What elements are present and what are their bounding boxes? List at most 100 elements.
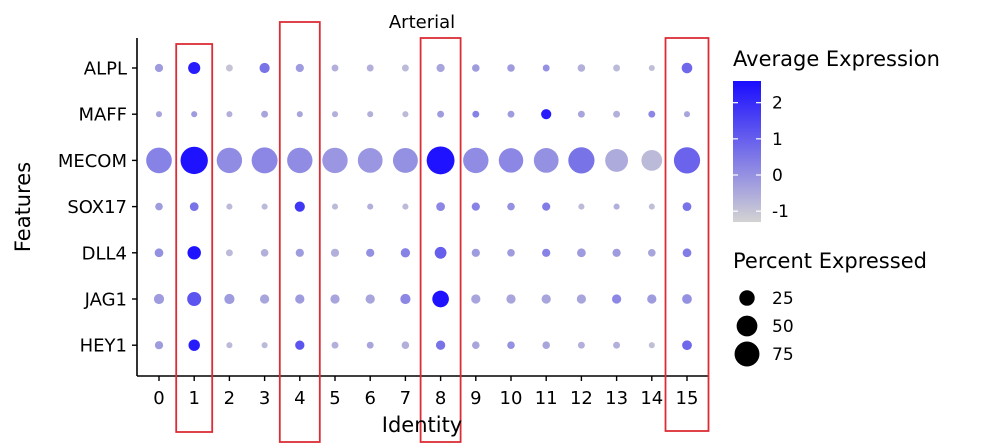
dot-alpl-13: [613, 64, 621, 72]
dot-hey1-6: [366, 341, 374, 349]
x-tick-label-1: 1: [188, 388, 199, 409]
color-legend-label: -1: [772, 202, 789, 222]
dot-maff-7: [402, 111, 409, 118]
dot-jag1-13: [611, 294, 622, 304]
dot-maff-2: [226, 111, 233, 118]
highlight-box-identity-8: [419, 37, 462, 443]
dot-dll4-11: [542, 248, 551, 257]
dot-jag1-10: [506, 294, 516, 304]
dot-alpl-4: [295, 63, 304, 73]
color-legend-label: 0: [772, 166, 783, 186]
dot-jag1-9: [471, 294, 481, 304]
x-tick-label-8: 8: [435, 388, 446, 409]
x-tick-label-5: 5: [329, 388, 340, 409]
dot-dll4-6: [366, 248, 375, 257]
dot-sox17-0: [155, 202, 163, 211]
y-tick-label-maff: MAFF: [78, 105, 127, 126]
color-legend-title: Average Expression: [733, 47, 940, 71]
dot-jag1-4: [295, 294, 305, 304]
dot-alpl-15: [681, 62, 693, 74]
dot-dll4-1: [187, 246, 201, 260]
dot-maff-11: [541, 109, 552, 120]
color-legend-label: 1: [772, 130, 783, 150]
size-legend-dot: [736, 315, 758, 337]
dot-alpl-14: [648, 64, 655, 72]
size-legend-title: Percent Expressed: [733, 249, 927, 273]
x-axis-title: Identity: [382, 413, 462, 437]
dot-mecom-7: [392, 147, 418, 173]
dot-hey1-2: [226, 342, 233, 349]
dot-mecom-1: [180, 146, 208, 175]
dot-sox17-13: [613, 203, 620, 210]
dot-dll4-3: [260, 249, 269, 257]
dot-hey1-10: [507, 341, 515, 350]
dot-dll4-2: [225, 249, 233, 257]
dot-mecom-10: [498, 148, 524, 173]
chart-title: Arterial: [389, 12, 455, 33]
dot-hey1-4: [295, 340, 305, 350]
dot-dll4-13: [612, 248, 621, 257]
size-legend-label: 75: [772, 345, 794, 365]
dot-jag1-7: [400, 293, 411, 305]
dot-jag1-14: [647, 294, 657, 304]
dot-hey1-14: [648, 342, 655, 349]
dot-alpl-7: [401, 64, 409, 72]
x-tick-label-4: 4: [294, 388, 305, 409]
color-legend: Average Expression 2 1 0 -1: [733, 47, 940, 222]
dot-maff-5: [331, 111, 339, 118]
dot-maff-10: [507, 110, 515, 118]
y-axis-title: Features: [11, 162, 35, 252]
dot-hey1-12: [577, 341, 585, 349]
dot-alpl-0: [154, 63, 164, 73]
dot-dll4-4: [295, 248, 304, 257]
dot-hey1-3: [261, 342, 268, 349]
x-tick-label-12: 12: [570, 388, 593, 409]
dot-alpl-8: [436, 63, 445, 73]
y-tick-label-jag1: JAG1: [84, 290, 127, 311]
dot-maff-0: [155, 111, 163, 118]
dot-maff-4: [296, 111, 303, 118]
dot-alpl-6: [366, 64, 374, 72]
color-legend-label: 2: [772, 94, 783, 114]
dot-dll4-5: [330, 248, 340, 257]
dot-maff-14: [648, 110, 656, 118]
dot-maff-12: [577, 110, 585, 118]
dot-hey1-1: [188, 339, 200, 351]
dot-dll4-0: [154, 248, 164, 258]
dot-mecom-5: [322, 147, 348, 174]
dot-sox17-2: [226, 203, 233, 210]
dot-sox17-9: [471, 202, 480, 211]
dot-maff-15: [683, 111, 691, 118]
dot-mecom-9: [463, 147, 489, 174]
size-legend-label: 50: [772, 317, 794, 337]
dot-jag1-3: [259, 294, 270, 304]
dot-dll4-12: [577, 248, 586, 258]
y-tick-label-mecom: MECOM: [58, 151, 127, 172]
dot-alpl-10: [507, 64, 515, 72]
dot-dll4-15: [682, 248, 692, 258]
y-tick-label-dll4: DLL4: [82, 243, 127, 264]
dot-mecom-11: [533, 148, 559, 173]
dot-dll4-10: [507, 249, 515, 257]
x-tick-label-14: 14: [640, 388, 663, 409]
dot-maff-1: [191, 111, 198, 118]
dot-jag1-15: [682, 294, 692, 304]
x-tick-label-9: 9: [470, 388, 481, 409]
dot-mecom-15: [673, 147, 701, 174]
highlight-box-identity-15: [664, 37, 710, 432]
dot-dll4-8: [434, 246, 447, 259]
dot-mecom-3: [251, 147, 278, 174]
dot-sox17-10: [507, 202, 515, 211]
dot-jag1-5: [330, 294, 340, 304]
dot-alpl-11: [542, 64, 550, 72]
dot-mecom-13: [605, 148, 629, 172]
dot-hey1-5: [331, 341, 339, 349]
highlight-box-identity-1: [175, 43, 214, 433]
dot-hey1-13: [613, 341, 621, 349]
y-tick-label-sox17: SOX17: [67, 197, 127, 218]
size-legend: Percent Expressed 25 50 75: [733, 249, 927, 367]
dot-maff-3: [261, 110, 269, 118]
dot-mecom-4: [287, 147, 313, 174]
dot-mecom-0: [146, 147, 172, 174]
